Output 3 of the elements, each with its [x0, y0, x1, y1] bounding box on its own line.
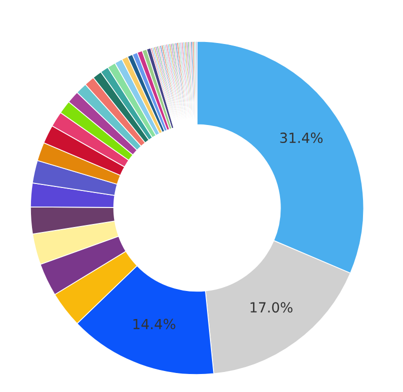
- data-label: 14.4%: [133, 318, 176, 330]
- data-label: 31.4%: [280, 132, 323, 144]
- data-label: 17.0%: [250, 302, 292, 313]
